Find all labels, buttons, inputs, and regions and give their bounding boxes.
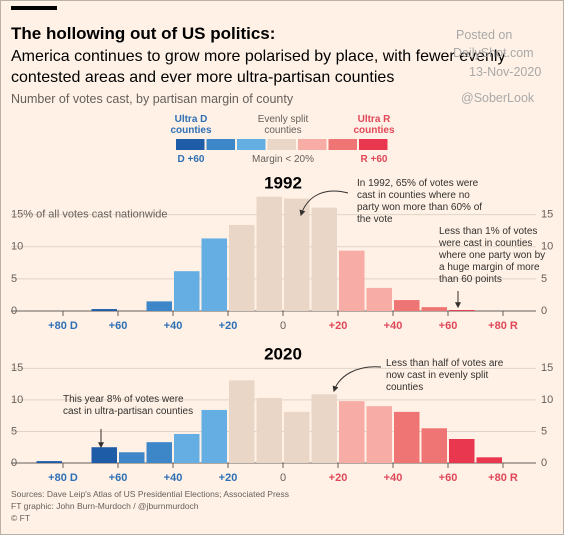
chart-title: 2020 [264,344,302,363]
bar [146,301,172,311]
y2-tick-label: 5 [541,425,547,437]
bar [339,250,365,311]
bar [394,411,420,463]
y2-tick-label: 10 [541,394,553,406]
annotation: Less than half of votes are now cast in … [386,358,504,393]
x-tick-label: +80 R [488,472,518,484]
note: Number of votes cast, by partisan margin… [11,92,294,106]
bar [394,300,420,311]
legend-swatch [176,139,205,150]
bar [174,433,200,463]
bar [201,238,227,311]
bar [421,307,447,311]
watermark-date: 13-Nov-2020 [469,65,542,79]
bar [146,442,172,463]
y-tick-label: 10 [11,241,23,253]
y-tick-label: 5 [11,273,17,285]
bar [229,224,255,311]
legend-right-scale: R +60 [360,154,388,165]
y2-tick-label: 0 [541,305,547,317]
x-tick-label: +40 [384,320,403,332]
bar [119,452,145,463]
x-tick-label: +80 D [48,472,78,484]
y2-tick-label: 0 [541,457,547,469]
bar [284,198,310,311]
bar [256,196,282,311]
legend-left: Ultra D counties [170,114,212,136]
bar [229,380,255,463]
annotation: Less than 1% of votes were cast in count… [439,226,546,285]
x-tick-label: +20 [219,472,238,484]
bar [91,309,117,311]
bar [449,439,475,463]
x-tick-label: +40 [164,472,183,484]
x-tick-label: +60 [439,472,458,484]
y2-tick-label: 15 [541,209,553,221]
bar [256,397,282,463]
y-tick-label: 15% of all votes cast nationwide [11,209,168,221]
x-tick-label: +80 R [488,320,518,332]
bar [421,428,447,463]
legend-middle: Evenly split counties [257,114,309,136]
watermark-handle: @SoberLook [461,91,535,105]
annotation: In 1992, 65% of votes were cast in count… [357,178,483,225]
legend-middle-scale: Margin < 20% [252,154,314,165]
legend-swatch [298,139,327,150]
x-tick-label: +60 [109,472,128,484]
footer-source: Sources: Dave Leip's Atlas of US Preside… [11,489,290,499]
x-tick-label: +20 [329,320,348,332]
x-tick-label: +80 D [48,320,78,332]
x-tick-label: 0 [280,320,286,332]
x-tick-label: +20 [219,320,238,332]
bar [284,411,310,463]
title-rule [11,6,57,10]
legend-right: Ultra R counties [353,114,395,136]
x-tick-label: +40 [164,320,183,332]
bar [91,447,117,463]
x-tick-label: +20 [329,472,348,484]
y2-tick-label: 15 [541,362,553,374]
y-tick-label: 5 [11,425,17,437]
legend-swatch [267,139,296,150]
x-tick-label: +60 [439,320,458,332]
legend-swatch [328,139,357,150]
legend-swatch [237,139,266,150]
title: The hollowing out of US politics: [11,24,276,43]
bar [201,409,227,463]
y-tick-label: 15 [11,362,23,374]
watermark-posted: Posted on [456,28,513,42]
footer-copyright: © FT [11,513,31,523]
bar [174,271,200,311]
bar [449,310,475,311]
y2-tick-label: 5 [541,273,547,285]
x-tick-label: +60 [109,320,128,332]
legend-left-scale: D +60 [177,154,205,165]
annotation-arrow [299,190,349,217]
legend-swatch [359,139,388,150]
bar [311,207,337,311]
bar [366,406,392,463]
legend-swatch [206,139,235,150]
subtitle: America continues to grow more polarised… [11,48,506,86]
bar [311,394,337,463]
footer-graphic: FT graphic: John Burn-Murdoch / @jburnmu… [11,501,199,511]
x-tick-label: +40 [384,472,403,484]
y-tick-label: 0 [11,305,17,317]
y-tick-label: 10 [11,394,23,406]
annotation: This year 8% of votes were cast in ultra… [63,394,194,417]
bar [36,461,62,463]
bar [366,287,392,311]
y-tick-label: 0 [11,457,17,469]
annotation-arrow [332,366,382,393]
bar [339,401,365,463]
chart-title: 1992 [264,173,302,192]
y2-tick-label: 10 [541,241,553,253]
watermark-site: DailyShot.com [453,46,534,60]
bar [476,457,502,463]
x-tick-label: 0 [280,472,286,484]
